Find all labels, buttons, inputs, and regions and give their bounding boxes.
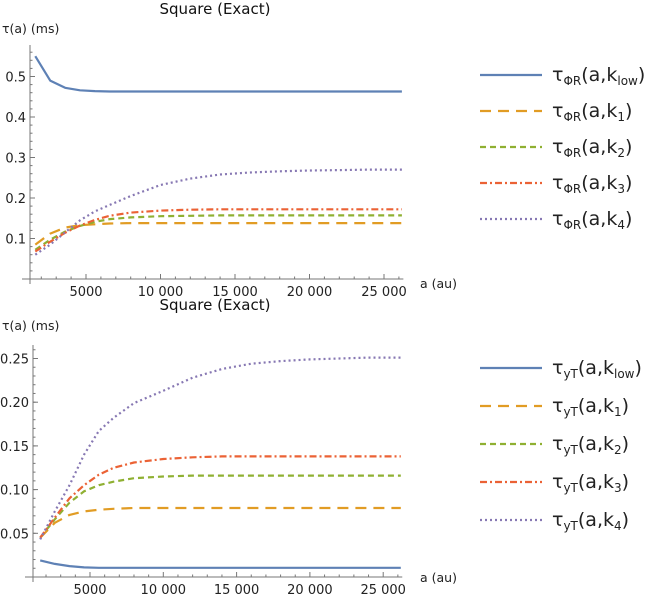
legend-text-part: ) [625, 100, 632, 122]
legend-subscript: 4 [617, 218, 625, 232]
legend-text-part: ) [622, 509, 629, 531]
bottom-plot: Square (Exact) τ(a) (ms) a (au) 0.05 0.10… [0, 296, 642, 596]
legend-text-part: (a,k [578, 471, 614, 493]
series-line-0 [34, 55, 402, 93]
legend-text-part: (a,k [578, 357, 614, 379]
top-plot-ylabel: τ(a) (ms) [2, 21, 59, 36]
top-plot: Square (Exact) τ(a) (ms) a (au) 0.1 0.2 0.… [2, 0, 645, 300]
series-line-0 [39, 559, 401, 569]
legend-subscript: yT [563, 405, 578, 419]
series-line-3 [39, 455, 401, 539]
y-tick-label: 0.25 [0, 353, 29, 368]
y-tick-label: 0.15 [0, 440, 29, 455]
legend-entry-label: τΦR(a,k3) [552, 172, 632, 196]
series-line-4 [39, 356, 401, 540]
legend-subscript: 3 [614, 481, 622, 495]
bottom-plot-ylabel: τ(a) (ms) [2, 318, 59, 333]
legend-text-part: (a,k [578, 395, 614, 417]
x-tick-label: 15 000 [212, 285, 258, 300]
series-line-1 [34, 222, 402, 246]
legend-entry-label: τyT(a,k2) [552, 433, 629, 457]
legend-subscript: ΦR [563, 218, 581, 232]
bottom-plot-xlabel: a (au) [420, 570, 457, 585]
legend-text-part: τ [552, 64, 563, 86]
legend-subscript: 1 [617, 110, 625, 124]
y-tick-label: 0.4 [5, 111, 26, 126]
legend-text-part: τ [552, 471, 563, 493]
legend-text-part: ) [622, 471, 629, 493]
legend-entry-label: τΦR(a,klow) [552, 64, 645, 88]
legend-text-part: τ [552, 357, 563, 379]
series-line-4 [34, 168, 402, 256]
legend-subscript: 4 [614, 519, 622, 533]
legend-text-part: τ [552, 433, 563, 455]
series-line-2 [34, 214, 402, 251]
legend-subscript: yT [563, 519, 578, 533]
legend-entry-label: τΦR(a,k2) [552, 136, 632, 160]
series-line-1 [39, 506, 401, 539]
legend-text-part: (a,k [581, 208, 617, 230]
x-tick-label: 25 000 [360, 583, 406, 596]
x-tick-label: 20 000 [287, 285, 333, 300]
y-tick-label: 0.5 [5, 71, 26, 86]
top-plot-title: Square (Exact) [160, 0, 271, 18]
x-tick-label: 25 000 [361, 285, 407, 300]
y-tick-label: 0.1 [5, 233, 26, 248]
legend-text-part: (a,k [581, 136, 617, 158]
legend-text-part: (a,k [581, 64, 617, 86]
legend-text-part: (a,k [578, 509, 614, 531]
legend-entry-label: τyT(a,k1) [552, 395, 629, 419]
legend-text-part: (a,k [581, 172, 617, 194]
legend-entry-label: τΦR(a,k1) [552, 100, 632, 124]
series-line-2 [39, 474, 401, 539]
y-tick-label: 0.20 [0, 396, 29, 411]
legend-text-part: τ [552, 395, 563, 417]
x-tick-label: 5000 [69, 285, 102, 300]
legend-subscript: ΦR [563, 110, 581, 124]
legend-text-part: ) [622, 433, 629, 455]
legend-text-part: ) [622, 395, 629, 417]
legend-entry-label: τΦR(a,k4) [552, 208, 632, 232]
legend-text-part: ) [625, 136, 632, 158]
legend-subscript: ΦR [563, 146, 581, 160]
legend-text-part: τ [552, 509, 563, 531]
legend-subscript: yT [563, 443, 578, 457]
legend-text-part: τ [552, 136, 563, 158]
y-tick-label: 0.10 [0, 484, 29, 499]
legend-subscript: 1 [614, 405, 622, 419]
y-tick-label: 0.2 [5, 192, 26, 207]
legend-subscript: ΦR [563, 74, 581, 88]
y-tick-label: 0.05 [0, 527, 29, 542]
x-tick-label: 10 000 [138, 285, 184, 300]
legend-subscript: 2 [617, 146, 625, 160]
legend-text-part: (a,k [578, 433, 614, 455]
legend-text-part: τ [552, 172, 563, 194]
x-tick-label: 15 000 [214, 583, 260, 596]
legend-subscript: low [617, 74, 638, 88]
legend-text-part: τ [552, 100, 563, 122]
legend-text-part: ) [635, 357, 642, 379]
legend-subscript: yT [563, 367, 578, 381]
legend-entry-label: τyT(a,k4) [552, 509, 629, 533]
legend-subscript: yT [563, 481, 578, 495]
legend-text-part: ) [625, 172, 632, 194]
legend-text-part: ) [625, 208, 632, 230]
x-tick-label: 10 000 [141, 583, 187, 596]
legend-entry-label: τyT(a,k3) [552, 471, 629, 495]
bottom-plot-title: Square (Exact) [160, 296, 271, 314]
legend-text-part: τ [552, 208, 563, 230]
legend-subscript: 2 [614, 443, 622, 457]
legend-subscript: low [614, 367, 635, 381]
legend-subscript: ΦR [563, 182, 581, 196]
legend-subscript: 3 [617, 182, 625, 196]
legend-text-part: (a,k [581, 100, 617, 122]
top-plot-xlabel: a (au) [420, 276, 457, 291]
x-tick-label: 20 000 [287, 583, 333, 596]
y-tick-label: 0.3 [5, 152, 26, 167]
legend-text-part: ) [638, 64, 645, 86]
legend-entry-label: τyT(a,klow) [552, 357, 642, 381]
x-tick-label: 5000 [73, 583, 106, 596]
